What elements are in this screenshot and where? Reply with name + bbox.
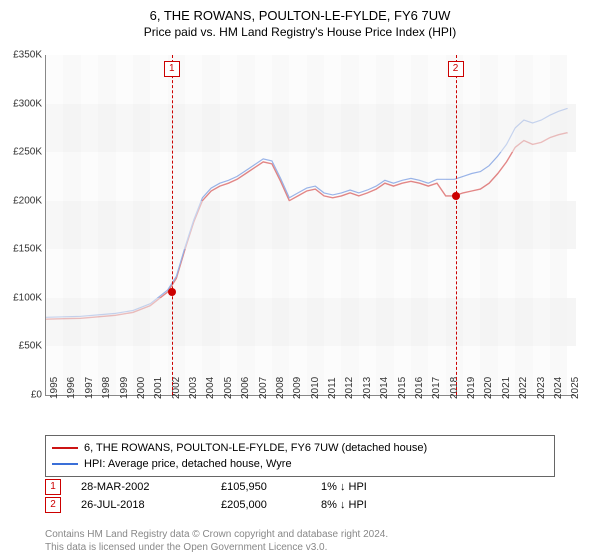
x-tick-label: 2024 [553,377,564,399]
legend-item: 6, THE ROWANS, POULTON-LE-FYLDE, FY6 7UW… [52,440,548,456]
x-tick-label: 2019 [466,377,477,399]
x-tick-label: 2006 [240,377,251,399]
x-tick-label: 2007 [258,377,269,399]
callout-price: £105,950 [221,481,301,493]
plot-area: £0£50K£100K£150K£200K£250K£300K£350K1995… [45,55,576,396]
x-tick-label: 2004 [205,377,216,399]
legend-label: 6, THE ROWANS, POULTON-LE-FYLDE, FY6 7UW… [84,440,427,456]
x-tick-label: 2005 [223,377,234,399]
marker-vline [172,55,173,395]
callout-price: £205,000 [221,499,301,511]
marker-dot [168,288,176,296]
x-tick-label: 2003 [188,377,199,399]
x-tick-label: 2011 [327,377,338,399]
x-tick-label: 2012 [344,377,355,399]
x-tick-label: 2000 [136,377,147,399]
x-tick-label: 2010 [310,377,321,399]
x-tick-label: 2014 [379,377,390,399]
chart-area: £0£50K£100K£150K£200K£250K£300K£350K1995… [45,55,575,415]
x-tick-label: 1996 [66,377,77,399]
legend-label: HPI: Average price, detached house, Wyre [84,456,292,472]
legend-swatch [52,463,78,465]
marker-dot [452,192,460,200]
x-tick-label: 2023 [536,377,547,399]
x-tick-label: 2022 [518,377,529,399]
footnote-line: This data is licensed under the Open Gov… [45,541,388,554]
x-tick-label: 2020 [483,377,494,399]
callout-badge: 2 [45,497,61,513]
y-tick-label: £350K [13,50,42,61]
x-tick-label: 2016 [414,377,425,399]
x-tick-label: 2025 [570,377,581,399]
callout-date: 26-JUL-2018 [81,499,201,511]
x-tick-label: 2018 [449,377,460,399]
x-tick-label: 2015 [397,377,408,399]
y-tick-label: £0 [31,390,42,401]
chart-subtitle: Price paid vs. HM Land Registry's House … [0,23,600,39]
x-tick-label: 1999 [119,377,130,399]
x-tick-label: 2013 [362,377,373,399]
chart-container: 6, THE ROWANS, POULTON-LE-FYLDE, FY6 7UW… [0,0,600,560]
callout-table: 1 28-MAR-2002 £105,950 1% ↓ HPI 2 26-JUL-2018… [45,478,431,514]
y-tick-label: £50K [19,341,42,352]
x-tick-label: 1995 [49,377,60,399]
chart-title: 6, THE ROWANS, POULTON-LE-FYLDE, FY6 7UW [0,0,600,23]
legend-item: HPI: Average price, detached house, Wyre [52,456,548,472]
legend-swatch [52,447,78,449]
y-tick-label: £300K [13,98,42,109]
callout-row: 1 28-MAR-2002 £105,950 1% ↓ HPI [45,478,431,496]
x-tick-label: 2017 [431,377,442,399]
marker-badge: 2 [448,61,464,77]
y-tick-label: £100K [13,292,42,303]
callout-date: 28-MAR-2002 [81,481,201,493]
callout-diff: 8% ↓ HPI [321,499,431,511]
y-tick-label: £250K [13,147,42,158]
callout-diff: 1% ↓ HPI [321,481,431,493]
x-tick-label: 2009 [292,377,303,399]
footnotes: Contains HM Land Registry data © Crown c… [45,528,388,554]
x-tick-label: 1998 [101,377,112,399]
x-tick-label: 2001 [153,377,164,399]
footnote-line: Contains HM Land Registry data © Crown c… [45,528,388,541]
x-tick-label: 2008 [275,377,286,399]
x-tick-label: 1997 [84,377,95,399]
y-tick-label: £200K [13,195,42,206]
marker-vline [456,55,457,395]
y-tick-label: £150K [13,244,42,255]
marker-badge: 1 [164,61,180,77]
callout-row: 2 26-JUL-2018 £205,000 8% ↓ HPI [45,496,431,514]
legend: 6, THE ROWANS, POULTON-LE-FYLDE, FY6 7UW… [45,435,555,477]
x-tick-label: 2021 [501,377,512,399]
callout-badge: 1 [45,479,61,495]
